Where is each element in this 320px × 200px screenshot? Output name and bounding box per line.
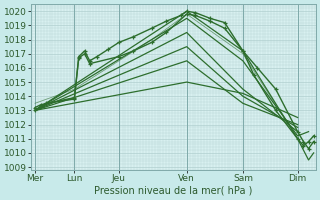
X-axis label: Pression niveau de la mer( hPa ): Pression niveau de la mer( hPa ) [94, 186, 253, 196]
